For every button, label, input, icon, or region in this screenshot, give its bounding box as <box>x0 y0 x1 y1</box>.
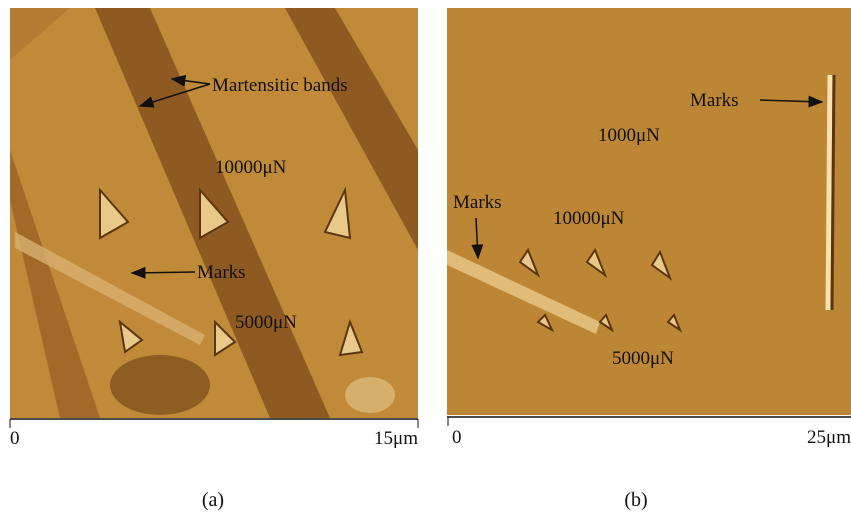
annotation: Marks <box>197 262 246 283</box>
annotation: Marks <box>453 192 502 213</box>
arrow <box>132 272 195 273</box>
annotation: 5000μN <box>612 348 674 369</box>
annotation: Martensitic bands <box>212 75 348 96</box>
scale-label: 15μm <box>374 428 418 449</box>
figure: Martensitic bands 10000μN Marks 5000μN 0… <box>0 0 851 522</box>
annotation: 10000μN <box>553 208 625 229</box>
afm-image-a <box>10 8 418 418</box>
scale-label: 0 <box>10 428 20 449</box>
annotation: 5000μN <box>235 312 297 333</box>
caption: (b) <box>624 489 647 511</box>
annotation: 1000μN <box>598 125 660 146</box>
annotation: 10000μN <box>215 157 287 178</box>
scale-label: 0 <box>452 427 462 448</box>
scale-label: 25μm <box>807 427 851 448</box>
annotation: Marks <box>690 90 739 111</box>
caption: (a) <box>202 489 224 511</box>
